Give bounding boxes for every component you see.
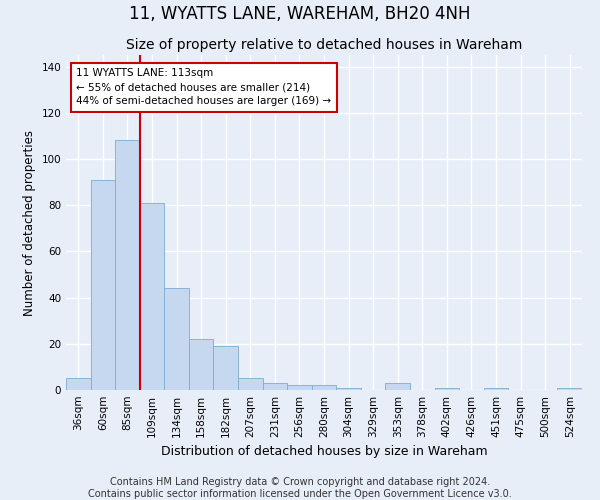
Bar: [287, 386, 312, 390]
Bar: [336, 388, 361, 390]
Bar: [214, 346, 238, 390]
Title: Size of property relative to detached houses in Wareham: Size of property relative to detached ho…: [126, 38, 522, 52]
Bar: [66, 378, 91, 390]
Bar: [484, 388, 508, 390]
Bar: [557, 388, 582, 390]
Text: Contains HM Land Registry data © Crown copyright and database right 2024.
Contai: Contains HM Land Registry data © Crown c…: [88, 478, 512, 499]
Y-axis label: Number of detached properties: Number of detached properties: [23, 130, 36, 316]
Bar: [91, 180, 115, 390]
Bar: [385, 383, 410, 390]
Bar: [115, 140, 140, 390]
Bar: [312, 386, 336, 390]
Bar: [140, 203, 164, 390]
X-axis label: Distribution of detached houses by size in Wareham: Distribution of detached houses by size …: [161, 446, 487, 458]
Bar: [189, 339, 214, 390]
Bar: [164, 288, 189, 390]
Text: 11 WYATTS LANE: 113sqm
← 55% of detached houses are smaller (214)
44% of semi-de: 11 WYATTS LANE: 113sqm ← 55% of detached…: [76, 68, 331, 106]
Text: 11, WYATTS LANE, WAREHAM, BH20 4NH: 11, WYATTS LANE, WAREHAM, BH20 4NH: [129, 5, 471, 23]
Bar: [434, 388, 459, 390]
Bar: [263, 383, 287, 390]
Bar: [238, 378, 263, 390]
